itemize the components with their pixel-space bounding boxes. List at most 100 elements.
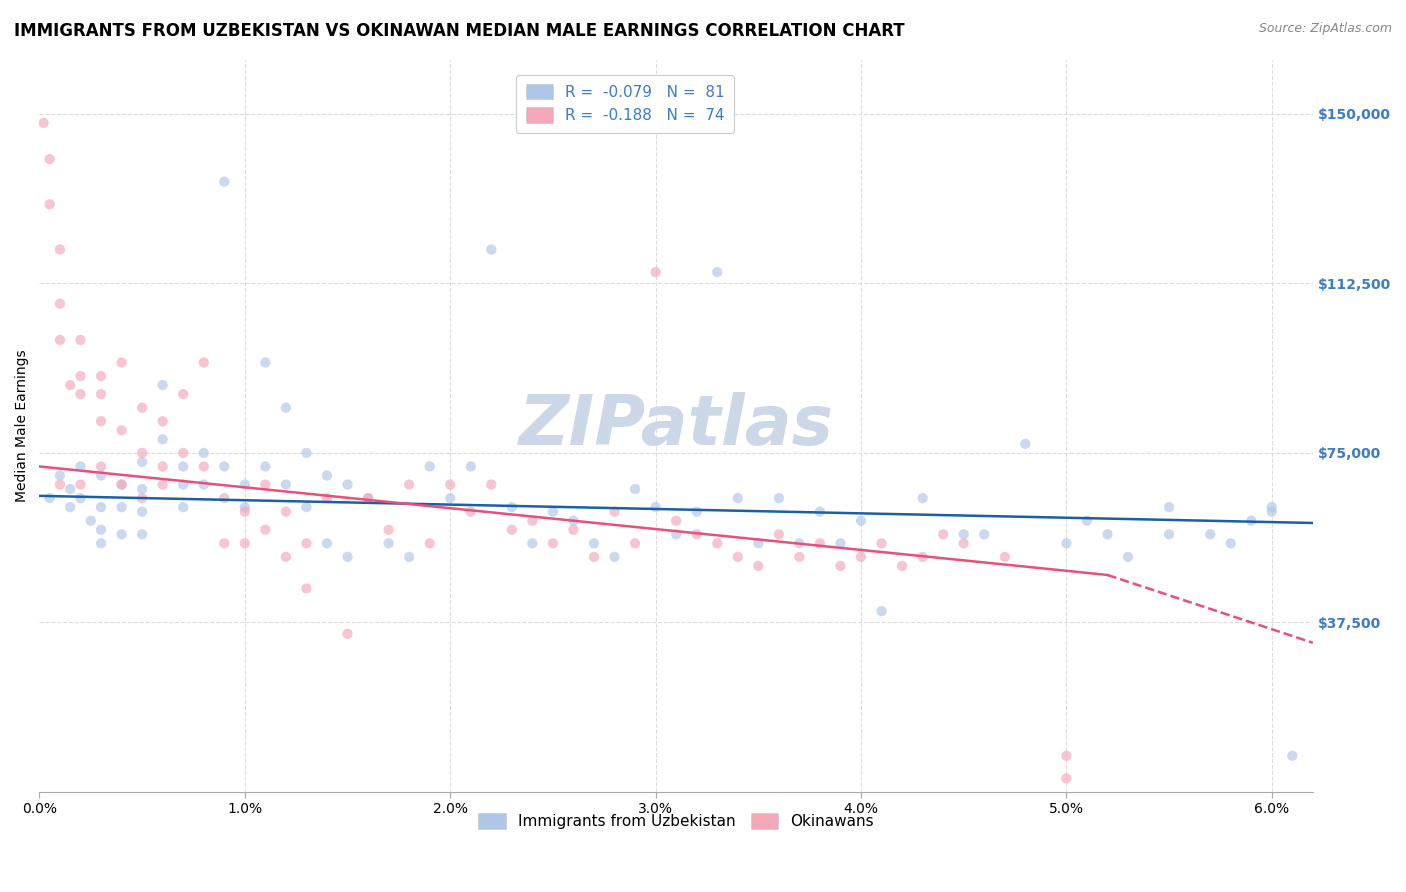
Point	[90, 369, 112, 384]
Point	[541, 505, 564, 519]
Point	[233, 477, 256, 491]
Point	[686, 505, 709, 519]
Point	[316, 491, 339, 505]
Point	[193, 446, 215, 460]
Point	[152, 459, 174, 474]
Point	[603, 549, 626, 564]
Point	[541, 536, 564, 550]
Point	[479, 477, 502, 491]
Point	[501, 523, 523, 537]
Point	[686, 527, 709, 541]
Point	[49, 243, 72, 257]
Point	[152, 477, 174, 491]
Point	[1054, 748, 1077, 763]
Point	[398, 549, 420, 564]
Point	[1240, 514, 1263, 528]
Point	[316, 536, 339, 550]
Point	[274, 401, 297, 415]
Point	[377, 523, 399, 537]
Point	[1159, 527, 1181, 541]
Point	[1116, 549, 1139, 564]
Point	[336, 549, 359, 564]
Point	[131, 401, 153, 415]
Point	[193, 355, 215, 369]
Point	[110, 477, 132, 491]
Point	[1054, 536, 1077, 550]
Point	[644, 265, 666, 279]
Point	[501, 500, 523, 515]
Point	[1219, 536, 1241, 550]
Point	[274, 505, 297, 519]
Point	[316, 468, 339, 483]
Point	[1014, 437, 1036, 451]
Point	[233, 505, 256, 519]
Point	[233, 500, 256, 515]
Point	[994, 549, 1017, 564]
Point	[110, 477, 132, 491]
Point	[110, 423, 132, 437]
Point	[562, 514, 585, 528]
Point	[398, 477, 420, 491]
Point	[747, 536, 769, 550]
Point	[911, 549, 934, 564]
Point	[870, 604, 893, 618]
Point	[439, 491, 461, 505]
Point	[131, 527, 153, 541]
Point	[110, 355, 132, 369]
Y-axis label: Median Male Earnings: Median Male Earnings	[15, 350, 30, 502]
Point	[131, 446, 153, 460]
Point	[624, 536, 647, 550]
Point	[603, 505, 626, 519]
Point	[131, 455, 153, 469]
Point	[295, 500, 318, 515]
Point	[932, 527, 955, 541]
Point	[38, 197, 60, 211]
Point	[727, 491, 749, 505]
Point	[69, 369, 91, 384]
Point	[214, 491, 236, 505]
Point	[830, 536, 852, 550]
Point	[336, 626, 359, 640]
Point	[582, 536, 605, 550]
Point	[110, 527, 132, 541]
Point	[1261, 500, 1284, 515]
Point	[90, 500, 112, 515]
Point	[152, 433, 174, 447]
Point	[849, 549, 872, 564]
Point	[254, 477, 277, 491]
Point	[870, 536, 893, 550]
Point	[38, 491, 60, 505]
Point	[1199, 527, 1222, 541]
Point	[295, 446, 318, 460]
Point	[172, 477, 194, 491]
Point	[193, 477, 215, 491]
Point	[460, 459, 482, 474]
Point	[789, 536, 811, 550]
Point	[768, 491, 790, 505]
Point	[952, 536, 974, 550]
Point	[665, 514, 688, 528]
Point	[973, 527, 995, 541]
Point	[90, 414, 112, 428]
Point	[377, 536, 399, 550]
Point	[59, 500, 82, 515]
Point	[131, 505, 153, 519]
Point	[32, 116, 55, 130]
Point	[1076, 514, 1098, 528]
Point	[952, 527, 974, 541]
Point	[911, 491, 934, 505]
Point	[1097, 527, 1119, 541]
Point	[172, 446, 194, 460]
Point	[624, 482, 647, 496]
Point	[644, 500, 666, 515]
Point	[233, 536, 256, 550]
Point	[214, 175, 236, 189]
Point	[69, 491, 91, 505]
Point	[808, 536, 831, 550]
Point	[747, 558, 769, 573]
Point	[90, 459, 112, 474]
Point	[808, 505, 831, 519]
Point	[49, 333, 72, 347]
Point	[1281, 748, 1303, 763]
Point	[59, 482, 82, 496]
